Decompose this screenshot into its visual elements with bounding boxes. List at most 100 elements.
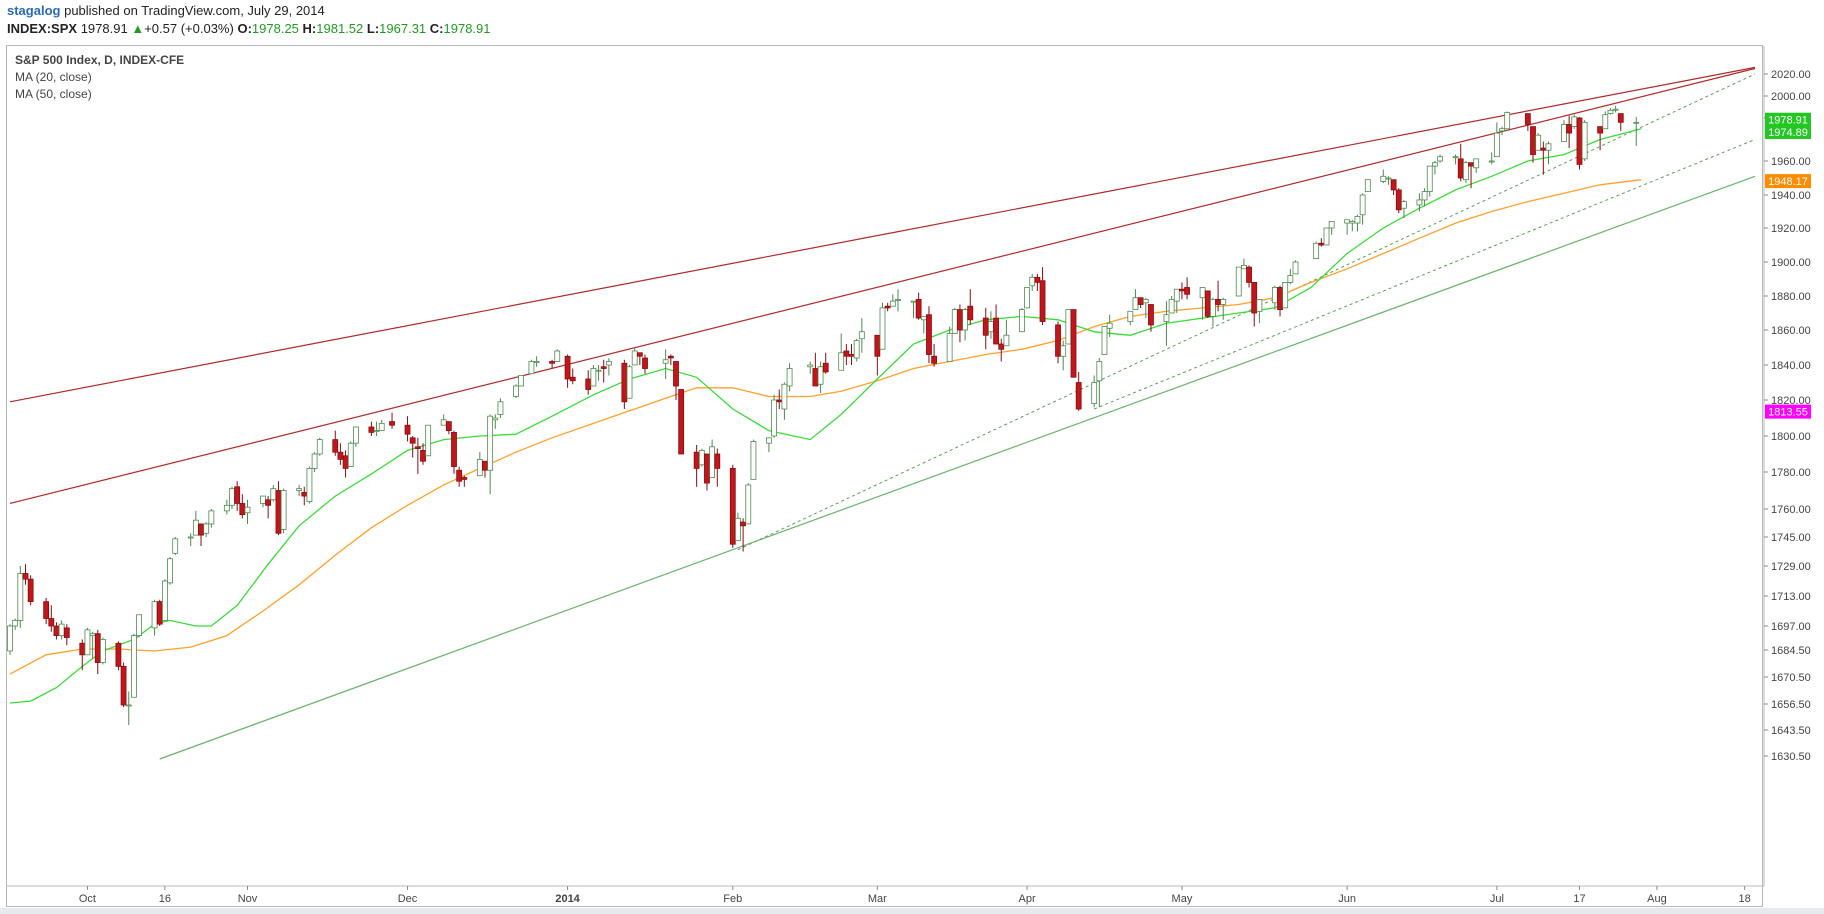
candle[interactable] [1488, 152, 1495, 165]
candle[interactable] [1359, 193, 1366, 225]
candle[interactable] [198, 523, 204, 547]
candle[interactable] [316, 437, 323, 456]
trendline-dotted-support-2[interactable] [1093, 139, 1756, 410]
candle[interactable] [1390, 179, 1397, 195]
candle[interactable] [1426, 165, 1433, 197]
candle[interactable] [7, 624, 13, 655]
candle[interactable] [306, 466, 313, 504]
candle[interactable] [404, 416, 411, 442]
candle[interactable] [451, 430, 457, 474]
candle[interactable] [1318, 238, 1325, 247]
candle[interactable] [172, 537, 179, 556]
candle[interactable] [1055, 321, 1061, 364]
candle[interactable] [636, 352, 643, 365]
candle[interactable] [63, 624, 70, 646]
candle[interactable] [926, 306, 932, 364]
candle[interactable] [1282, 281, 1289, 309]
candle[interactable] [280, 488, 287, 534]
candle[interactable] [229, 486, 235, 509]
candle[interactable] [1101, 326, 1108, 355]
candle[interactable] [884, 302, 891, 312]
trendline-upper-channel-inner[interactable] [9, 67, 1756, 505]
candle[interactable] [1385, 176, 1392, 185]
ma50-line[interactable] [9, 179, 1642, 675]
trendline-dotted-support-1[interactable] [737, 73, 1756, 551]
candle[interactable] [1401, 199, 1407, 219]
candle[interactable] [621, 359, 628, 409]
candle[interactable] [373, 421, 380, 436]
candle[interactable] [838, 333, 845, 371]
candle[interactable] [766, 437, 772, 453]
candle[interactable] [967, 289, 974, 325]
candle[interactable] [962, 307, 969, 341]
candle[interactable] [642, 354, 648, 374]
candle[interactable] [729, 464, 736, 548]
candle[interactable] [167, 556, 173, 585]
candle[interactable] [94, 629, 101, 675]
candle[interactable] [843, 344, 850, 365]
candle[interactable] [1617, 113, 1624, 131]
candle[interactable] [781, 382, 788, 420]
candle[interactable] [476, 452, 483, 477]
candle[interactable] [223, 499, 230, 515]
candle[interactable] [1018, 307, 1025, 333]
candle[interactable] [53, 622, 60, 640]
candle[interactable] [332, 430, 339, 456]
candle[interactable] [822, 352, 829, 374]
candle[interactable] [889, 294, 896, 307]
candle[interactable] [244, 499, 251, 524]
candle[interactable] [993, 304, 999, 345]
candle[interactable] [1003, 319, 1010, 347]
candle[interactable] [554, 349, 561, 362]
candle[interactable] [662, 349, 669, 379]
candle[interactable] [1091, 375, 1098, 408]
candle[interactable] [709, 439, 716, 478]
candle[interactable] [1602, 111, 1609, 130]
candle[interactable] [1313, 241, 1320, 260]
candle[interactable] [1566, 115, 1573, 149]
candle[interactable] [131, 633, 137, 698]
candle[interactable] [518, 375, 525, 387]
candle[interactable] [275, 481, 282, 536]
candle[interactable] [492, 414, 499, 429]
candle[interactable] [564, 354, 571, 388]
candle[interactable] [43, 597, 50, 625]
candle[interactable] [425, 424, 432, 457]
candle[interactable] [1535, 133, 1542, 151]
candle[interactable] [156, 599, 163, 626]
candle[interactable] [1437, 154, 1443, 163]
candle[interactable] [915, 292, 922, 320]
candle[interactable] [456, 466, 463, 487]
candle[interactable] [347, 441, 354, 468]
candle[interactable] [704, 453, 710, 491]
candle[interactable] [1561, 120, 1567, 143]
candle[interactable] [549, 359, 555, 369]
candle[interactable] [1148, 304, 1154, 332]
candle[interactable] [1142, 297, 1149, 319]
candle[interactable] [988, 311, 994, 339]
candle[interactable] [605, 358, 612, 376]
candle[interactable] [786, 363, 793, 392]
candle[interactable] [187, 533, 194, 547]
candle[interactable] [1075, 372, 1082, 411]
chart-frame[interactable] [6, 45, 1763, 907]
candle[interactable] [1271, 285, 1278, 310]
candle[interactable] [48, 605, 55, 632]
candle[interactable] [342, 450, 349, 478]
candle[interactable] [1416, 193, 1423, 212]
candle[interactable] [1251, 281, 1258, 327]
candle[interactable] [895, 289, 901, 312]
candle[interactable] [673, 361, 679, 401]
candle[interactable] [513, 384, 519, 399]
candle[interactable] [58, 620, 65, 640]
candle[interactable] [1204, 290, 1211, 319]
candle[interactable] [414, 437, 421, 474]
candle[interactable] [1364, 179, 1371, 192]
candle[interactable] [445, 421, 452, 435]
candle[interactable] [1034, 273, 1041, 291]
candle[interactable] [301, 486, 308, 506]
candle[interactable] [234, 481, 241, 511]
candle[interactable] [1499, 126, 1505, 136]
legend-ma20[interactable]: MA (20, close) [15, 70, 92, 84]
candle[interactable] [698, 448, 705, 467]
